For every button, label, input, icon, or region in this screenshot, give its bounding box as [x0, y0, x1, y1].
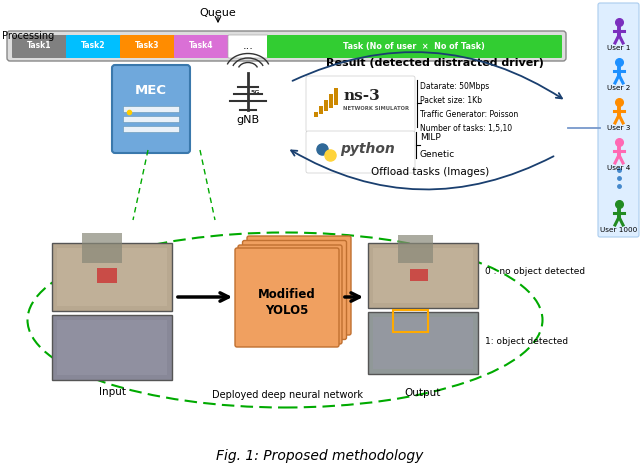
Text: Input: Input	[99, 387, 125, 397]
Text: User 4: User 4	[607, 165, 630, 171]
Text: Task1: Task1	[27, 41, 51, 50]
Bar	[123, 126, 179, 132]
Bar	[329, 94, 333, 108]
Text: Processing: Processing	[2, 31, 54, 41]
Text: Task2: Task2	[81, 41, 105, 50]
FancyBboxPatch shape	[306, 131, 415, 173]
Bar	[123, 116, 179, 122]
FancyBboxPatch shape	[238, 245, 342, 344]
Text: User 1000: User 1000	[600, 227, 637, 233]
FancyBboxPatch shape	[598, 3, 639, 237]
Text: Task (No of user  ×  No of Task): Task (No of user × No of Task)	[343, 41, 485, 50]
Bar	[57, 248, 167, 306]
Bar	[82, 233, 122, 263]
Text: User 3: User 3	[607, 125, 630, 131]
Text: Offload tasks (Images): Offload tasks (Images)	[371, 167, 489, 177]
Text: User 1: User 1	[607, 45, 630, 51]
FancyBboxPatch shape	[247, 236, 351, 335]
FancyBboxPatch shape	[228, 35, 268, 58]
Text: python: python	[340, 142, 395, 156]
Text: Output: Output	[405, 388, 441, 398]
Bar	[324, 100, 328, 111]
FancyBboxPatch shape	[120, 35, 175, 58]
Text: Queue: Queue	[200, 8, 236, 18]
Bar	[410, 269, 428, 281]
Bar	[57, 320, 167, 375]
Bar	[123, 106, 179, 112]
Bar	[52, 243, 172, 311]
Text: Fig. 1: Proposed methodology: Fig. 1: Proposed methodology	[216, 449, 424, 463]
Text: NETWORK SIMULATOR: NETWORK SIMULATOR	[343, 105, 409, 110]
Bar	[393, 310, 428, 332]
Bar	[368, 243, 478, 308]
Text: MILP
Genetic: MILP Genetic	[420, 133, 455, 159]
FancyBboxPatch shape	[243, 240, 346, 340]
Bar	[373, 248, 473, 303]
Bar	[368, 312, 478, 374]
Text: Deployed deep neural network: Deployed deep neural network	[211, 390, 362, 400]
Bar	[52, 315, 172, 380]
FancyBboxPatch shape	[306, 76, 415, 132]
FancyBboxPatch shape	[12, 35, 67, 58]
Bar	[97, 268, 117, 283]
FancyBboxPatch shape	[235, 248, 339, 347]
Text: User 2: User 2	[607, 85, 630, 91]
FancyBboxPatch shape	[7, 31, 566, 61]
Text: Modified
YOLO5: Modified YOLO5	[258, 288, 316, 316]
Text: 0 : no object detected: 0 : no object detected	[485, 267, 585, 276]
Text: gNB: gNB	[236, 115, 260, 125]
Text: 1: object detected: 1: object detected	[485, 337, 568, 347]
Text: Task4: Task4	[189, 41, 213, 50]
Text: 5G: 5G	[251, 90, 260, 96]
FancyBboxPatch shape	[174, 35, 229, 58]
Bar	[314, 112, 318, 117]
Bar	[319, 106, 323, 114]
FancyBboxPatch shape	[112, 65, 190, 153]
Bar	[398, 235, 433, 263]
Text: ns-3: ns-3	[343, 89, 380, 103]
Bar	[334, 88, 338, 105]
Bar	[373, 317, 473, 369]
Text: ...: ...	[243, 41, 253, 51]
Text: Datarate: 50Mbps
Packet size: 1Kb
Traffic Generator: Poisson
Number of tasks: 1,: Datarate: 50Mbps Packet size: 1Kb Traffi…	[420, 82, 518, 133]
Text: Result (detected distracted driver): Result (detected distracted driver)	[326, 58, 544, 68]
FancyBboxPatch shape	[66, 35, 121, 58]
Text: MEC: MEC	[135, 83, 167, 96]
FancyBboxPatch shape	[267, 35, 562, 58]
Text: Task3: Task3	[135, 41, 159, 50]
